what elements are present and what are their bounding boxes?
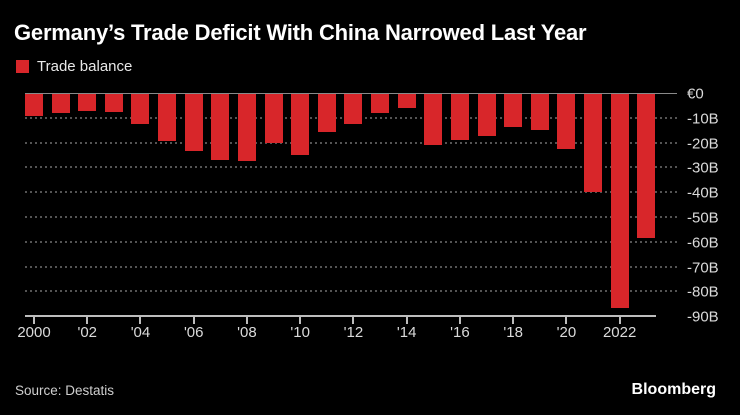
bar-2000 — [25, 94, 43, 116]
x-tick-'02 — [86, 317, 89, 324]
bar-2020 — [557, 94, 575, 149]
y-tick-label-3: -30B — [687, 159, 719, 177]
x-tick-label-'02: '02 — [77, 324, 98, 341]
zero-baseline — [25, 93, 677, 94]
bar-2023 — [637, 94, 655, 238]
bar-2011 — [318, 94, 336, 132]
y-tick-label-8: -80B — [687, 283, 719, 301]
x-tick-label-'12: '12 — [343, 324, 364, 341]
y-tick-label-7: -70B — [687, 259, 719, 277]
x-tick-2022 — [618, 317, 621, 324]
x-tick-'18 — [512, 317, 515, 324]
x-tick-'14 — [405, 317, 408, 324]
bar-2013 — [371, 94, 389, 113]
bar-2004 — [131, 94, 149, 124]
x-tick-label-'04: '04 — [130, 324, 151, 341]
x-tick-label-'06: '06 — [183, 324, 204, 341]
x-tick-'10 — [299, 317, 302, 324]
x-tick-'08 — [245, 317, 248, 324]
x-tick-label-'14: '14 — [396, 324, 417, 341]
x-tick-label-'18: '18 — [503, 324, 523, 341]
x-tick-label-'16: '16 — [450, 324, 470, 341]
legend: Trade balance — [16, 58, 132, 75]
x-tick-label-2000: 2000 — [17, 324, 51, 341]
bar-2007 — [211, 94, 229, 160]
gridline-60 — [25, 240, 677, 243]
bar-2003 — [105, 94, 123, 112]
bar-2008 — [238, 94, 256, 161]
bar-2021 — [584, 94, 602, 192]
bar-2012 — [344, 94, 362, 124]
y-tick-label-2: -20B — [687, 135, 719, 153]
bar-2018 — [504, 94, 522, 127]
y-tick-label-9: -90B — [687, 308, 719, 326]
y-tick-label-4: -40B — [687, 184, 719, 202]
x-tick-'16 — [458, 317, 461, 324]
y-tick-label-5: -50B — [687, 209, 719, 227]
bar-2017 — [478, 94, 496, 136]
gridline-30 — [25, 166, 677, 169]
x-tick-label-'10: '10 — [290, 324, 310, 341]
bar-2006 — [185, 94, 203, 151]
x-tick-'12 — [352, 317, 355, 324]
x-tick-'06 — [192, 317, 195, 324]
bar-2022 — [611, 94, 629, 308]
bar-2002 — [78, 94, 96, 111]
source-attribution: Source: Destatis — [15, 383, 115, 398]
x-tick-2000 — [33, 317, 35, 324]
gridline-40 — [25, 191, 677, 194]
bar-2001 — [52, 94, 70, 113]
bar-2016 — [451, 94, 469, 140]
gridline-70 — [25, 265, 677, 268]
bar-2014 — [398, 94, 416, 108]
y-tick-label-1: -10B — [687, 110, 719, 128]
x-tick-'04 — [139, 317, 142, 324]
gridline-80 — [25, 290, 677, 293]
y-tick-label-6: -60B — [687, 234, 719, 252]
x-axis-line — [25, 315, 656, 317]
x-tick-'20 — [565, 317, 568, 324]
bar-2015 — [424, 94, 442, 145]
bar-2019 — [531, 94, 549, 130]
y-tick-label-0: €0 — [687, 85, 704, 103]
x-tick-label-'20: '20 — [556, 324, 577, 341]
bar-2005 — [158, 94, 176, 141]
x-tick-label-2022: 2022 — [602, 324, 637, 341]
legend-label: Trade balance — [37, 58, 133, 75]
x-tick-label-'08: '08 — [237, 324, 257, 341]
bar-2009 — [265, 94, 283, 143]
gridline-50 — [25, 216, 677, 218]
legend-swatch — [16, 60, 29, 73]
bloomberg-logo: Bloomberg — [631, 381, 716, 398]
bar-2010 — [291, 94, 309, 155]
gridline-20 — [25, 141, 677, 144]
chart-title: Germany’s Trade Deficit With China Narro… — [14, 20, 587, 45]
